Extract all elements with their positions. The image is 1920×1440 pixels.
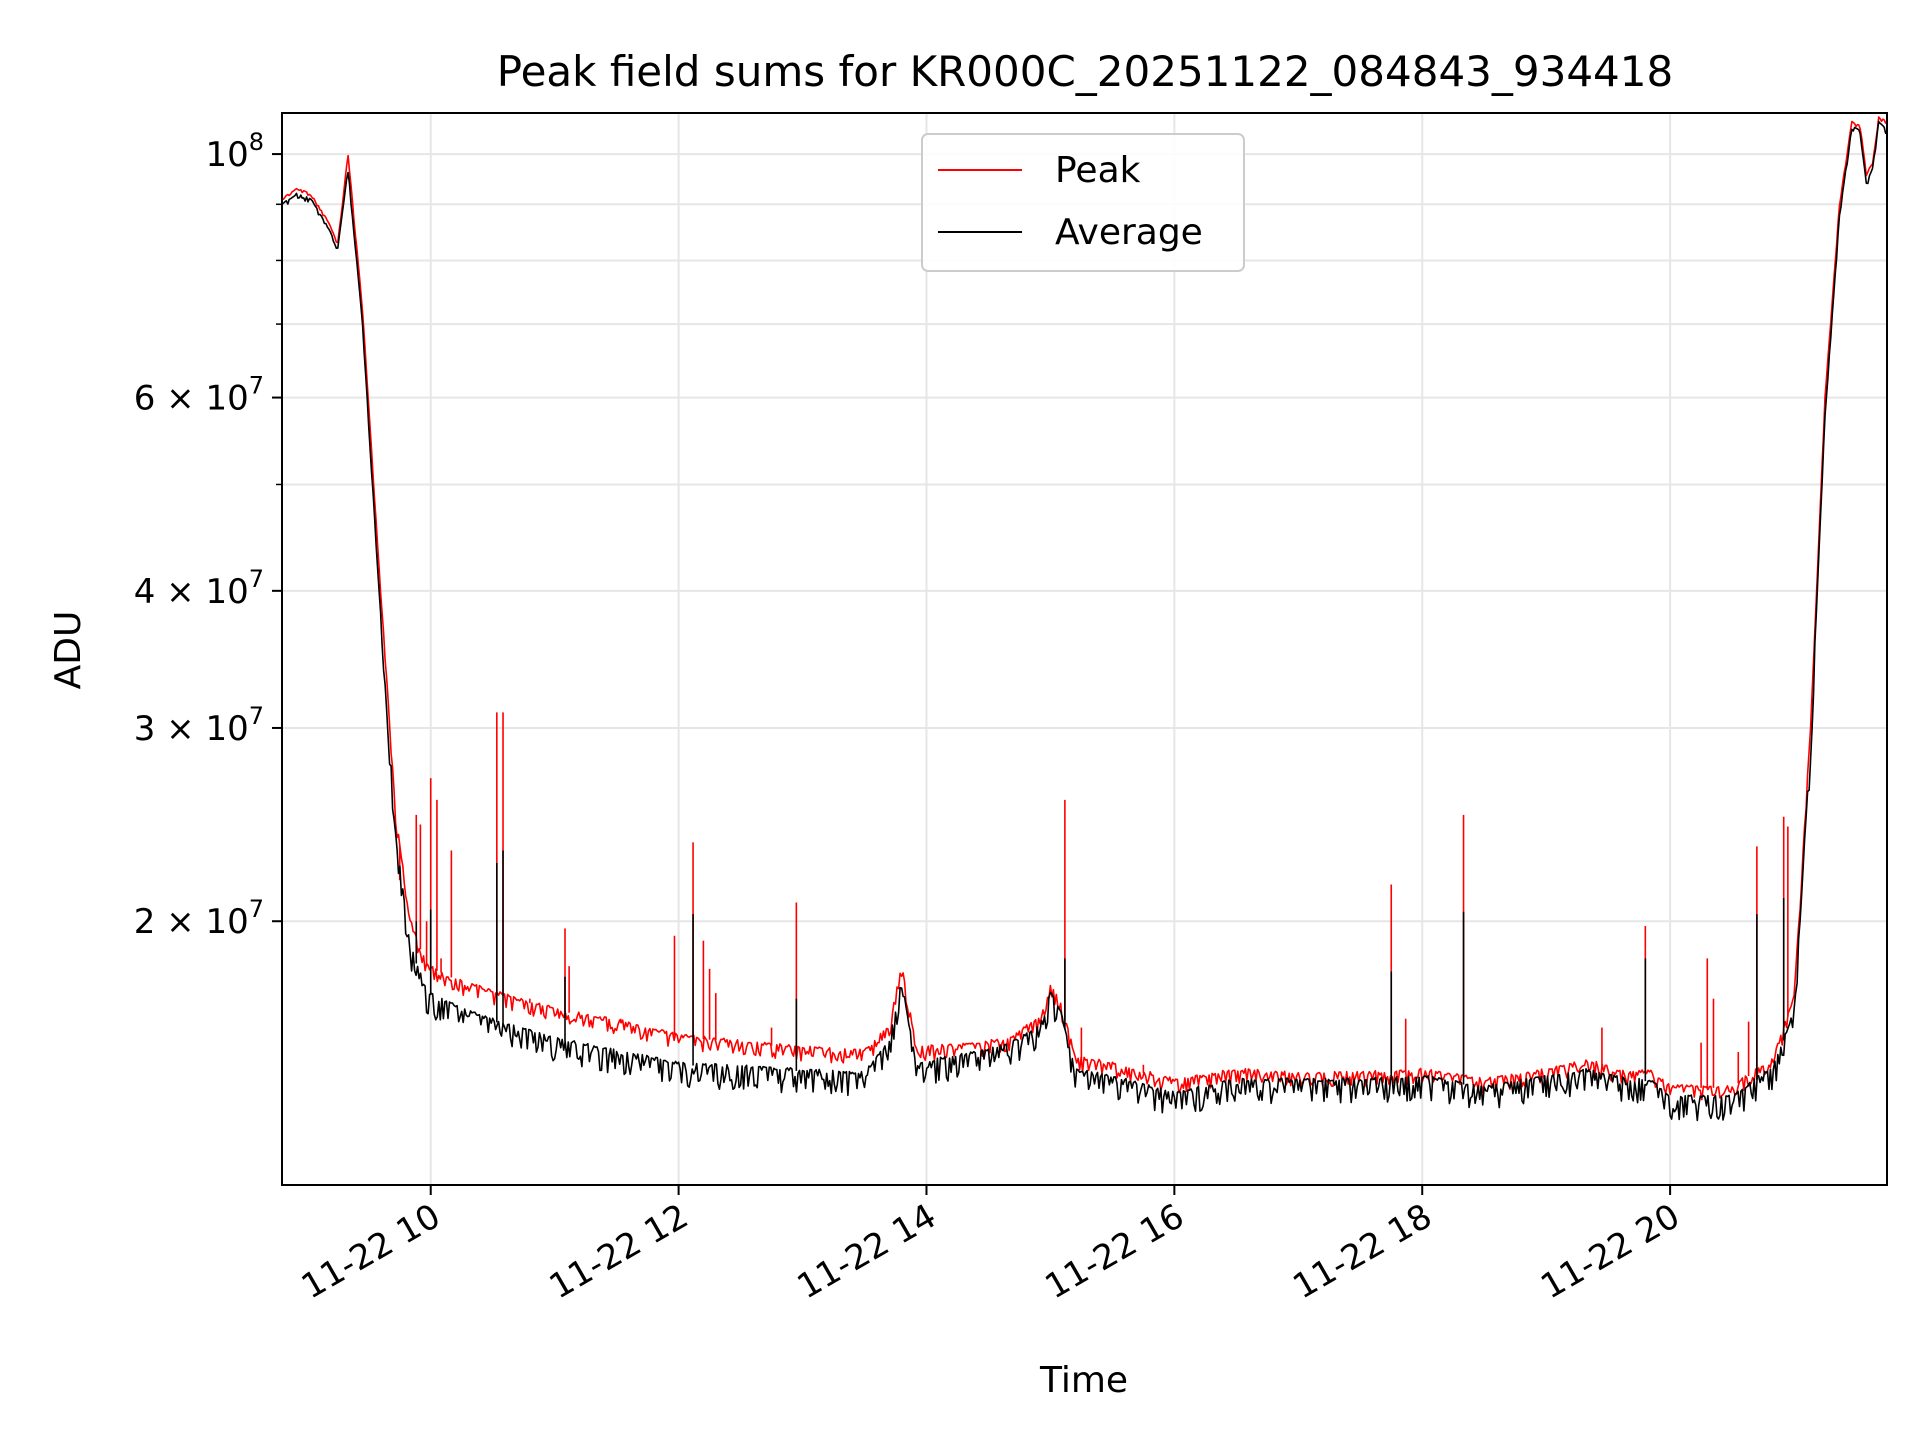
legend-average-label: Average bbox=[1055, 212, 1203, 253]
y-tick-label: 3 × 107 bbox=[134, 702, 264, 749]
series-line-average bbox=[282, 120, 1887, 1122]
legend-peak-label: Peak bbox=[1055, 150, 1141, 191]
y-axis: 2 × 107 3 × 107 4 × 107 6 × 107 108 bbox=[134, 128, 282, 942]
y-tick-label: 108 bbox=[205, 128, 264, 175]
y-tick-label: 6 × 107 bbox=[134, 372, 264, 419]
series-layer bbox=[282, 116, 1887, 1122]
y-tick-label: 2 × 107 bbox=[134, 895, 264, 942]
plot-frame bbox=[281, 112, 1888, 1186]
chart-title: Peak field sums for KR000C_20251122_0848… bbox=[497, 47, 1673, 96]
grid bbox=[282, 113, 1887, 1185]
series-line-peak bbox=[282, 116, 1887, 1101]
x-axis-label: Time bbox=[1039, 1360, 1128, 1401]
y-axis-label: ADU bbox=[48, 611, 89, 690]
legend-box bbox=[921, 133, 1245, 272]
y-tick-label: 4 × 107 bbox=[134, 565, 264, 612]
legend: Peak Average bbox=[921, 133, 1245, 272]
